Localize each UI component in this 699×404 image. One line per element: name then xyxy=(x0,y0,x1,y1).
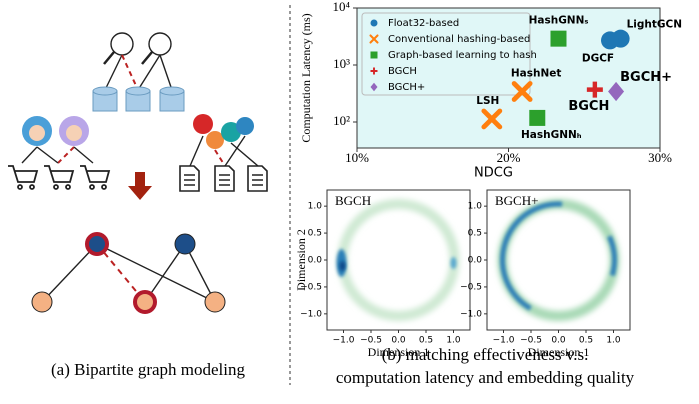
x-axis-label: Dimension 1 xyxy=(528,345,590,359)
edge xyxy=(160,55,172,90)
cart-icon xyxy=(80,166,109,182)
search-icon xyxy=(142,52,152,64)
marker xyxy=(601,31,619,49)
x-tick-label: 10% xyxy=(345,150,369,165)
point-label: DGCF xyxy=(582,52,614,64)
y-axis-label: Computation Latency (ms) xyxy=(299,13,313,142)
y-tick-label: 1.0 xyxy=(468,202,483,212)
cart-icon xyxy=(102,185,106,189)
user-icon xyxy=(66,125,82,141)
cart-icon xyxy=(44,166,73,182)
point-label: BGCH xyxy=(568,99,609,114)
legend-label: BGCH xyxy=(388,66,417,77)
search-icon xyxy=(149,33,171,55)
edge xyxy=(122,55,138,90)
chart-title: BGCH xyxy=(335,193,371,208)
cart-icon xyxy=(90,185,94,189)
y-tick-label: −1.0 xyxy=(460,309,482,319)
y-tick-label: 0.5 xyxy=(308,229,322,239)
x-tick-label: 1.0 xyxy=(446,336,461,346)
y-tick-label: 1.0 xyxy=(308,202,323,212)
point-label: LSH xyxy=(476,95,499,107)
x-tick-label: 1.0 xyxy=(606,336,621,346)
x-axis-label: Dimension 1 xyxy=(368,345,430,359)
marker xyxy=(550,31,566,47)
legend-label: Float32-based xyxy=(388,18,459,29)
search-icon xyxy=(111,33,133,55)
database-icon xyxy=(93,87,117,95)
cart-icon xyxy=(66,185,70,189)
legend-label: BGCH+ xyxy=(388,82,425,93)
database-icon xyxy=(160,87,184,95)
y-tick-label: 0.0 xyxy=(468,256,483,266)
y-tick-label: −1.0 xyxy=(300,309,322,319)
caption: (a) Bipartite graph modeling xyxy=(51,360,246,379)
point-label: BGCH+ xyxy=(620,70,672,85)
bubble-icon xyxy=(193,114,213,134)
cart-icon xyxy=(30,185,34,189)
density-blob xyxy=(340,261,346,271)
edge xyxy=(231,143,258,166)
legend-marker xyxy=(371,20,378,27)
point-label: HashGNNₕ xyxy=(521,129,582,141)
user-icon xyxy=(29,125,45,141)
point-label: HashNet xyxy=(511,67,562,79)
plot-area xyxy=(327,190,470,330)
chart-title: BGCH+ xyxy=(495,193,538,208)
user-node xyxy=(175,234,195,254)
y-tick-label: −0.5 xyxy=(460,282,482,292)
edge xyxy=(215,150,225,166)
document-icon xyxy=(180,166,199,191)
density-blob xyxy=(451,257,457,269)
item-node xyxy=(135,292,155,312)
edge xyxy=(37,147,58,163)
legend-label: Conventional hashing-based xyxy=(388,34,530,45)
y-tick-label: 0.0 xyxy=(308,256,323,266)
x-tick-label: −1.0 xyxy=(333,336,355,346)
edge xyxy=(74,147,93,163)
y-axis-label: Dimension 2 xyxy=(294,229,308,291)
point-label: LightGCN xyxy=(627,19,682,31)
edge xyxy=(138,55,160,90)
panel-a xyxy=(8,33,267,312)
plot-area xyxy=(487,190,630,330)
x-tick-label: −1.0 xyxy=(493,336,515,346)
y-tick-label: 10² xyxy=(333,113,350,128)
document-icon xyxy=(215,166,234,191)
item-node xyxy=(205,292,225,312)
y-tick-label: 0.5 xyxy=(468,229,482,239)
y-tick-label: 10³ xyxy=(333,56,350,71)
x-tick-label: 30% xyxy=(648,150,672,165)
cart-icon xyxy=(18,185,22,189)
x-tick-label: 20% xyxy=(497,150,521,165)
database-icon xyxy=(126,87,150,95)
legend-marker xyxy=(371,52,378,59)
point-label: HashGNNₛ xyxy=(529,15,589,27)
search-icon xyxy=(104,52,114,64)
x-axis-label: NDCG xyxy=(474,166,513,181)
edge xyxy=(190,136,203,166)
edge xyxy=(97,244,215,302)
caption: computation latency and embedding qualit… xyxy=(336,368,635,387)
figure: (a) Bipartite graph modeling (b) matchin… xyxy=(0,0,699,404)
document-icon xyxy=(248,166,267,191)
item-node xyxy=(32,292,52,312)
edge xyxy=(58,147,74,163)
user-node xyxy=(87,234,107,254)
cart-icon xyxy=(54,185,58,189)
edge xyxy=(22,147,37,163)
legend-label: Graph-based learning to hash xyxy=(388,50,537,61)
bubble-icon xyxy=(236,117,254,135)
cart-icon xyxy=(8,166,37,182)
y-tick-label: 10⁴ xyxy=(332,0,350,14)
arrow xyxy=(128,172,152,200)
marker xyxy=(529,110,545,126)
